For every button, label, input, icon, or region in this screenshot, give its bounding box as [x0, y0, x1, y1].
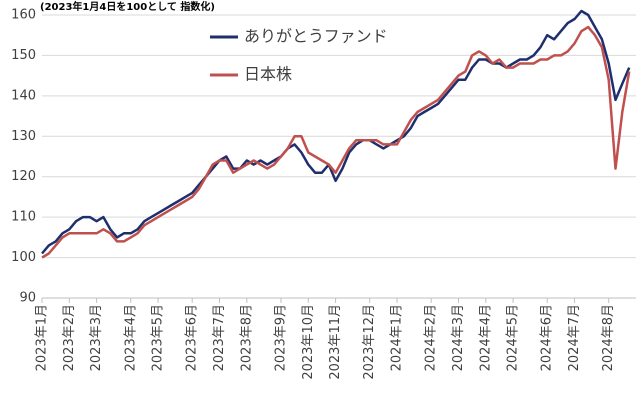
y-tick-label: 110	[11, 210, 36, 225]
x-tick-label: 2023年6月	[185, 304, 200, 371]
x-tick-label: 2024年8月	[601, 304, 616, 371]
x-tick-label: 2024年6月	[540, 304, 555, 371]
y-tick-label: 120	[11, 169, 36, 184]
x-tick-label: 2024年1月	[390, 304, 405, 371]
x-tick-label: 2023年7月	[212, 304, 227, 371]
x-tick-label: 2024年3月	[451, 304, 466, 371]
x-tick-label: 2023年5月	[151, 304, 166, 371]
y-tick-label: 150	[11, 48, 36, 63]
x-tick-label: 2023年10月	[301, 304, 316, 380]
series-line	[41, 9, 631, 255]
x-tick-label: 2024年4月	[478, 304, 493, 371]
x-tick-label: 2024年5月	[506, 304, 521, 371]
y-tick-label: 90	[19, 291, 36, 306]
x-tick-label: 2023年2月	[62, 304, 77, 371]
x-tick-label: 2023年3月	[89, 304, 104, 371]
x-tick-label: 2023年8月	[239, 304, 254, 371]
x-tick-label: 2023年1月	[35, 304, 50, 371]
x-tick-label: 2023年4月	[123, 304, 138, 371]
y-tick-label: 140	[11, 88, 36, 103]
x-tick-label: 2023年9月	[273, 304, 288, 371]
x-tick-label: 2023年11月	[328, 304, 343, 380]
series-line	[41, 25, 631, 259]
y-tick-label: 160	[11, 8, 36, 23]
chart-title: (2023年1月4日を100として 指数化)	[40, 0, 215, 13]
y-tick-label: 130	[11, 129, 36, 144]
x-tick-label: 2023年12月	[362, 304, 377, 380]
x-tick-label: 2024年2月	[424, 304, 439, 371]
y-tick-label: 100	[11, 250, 36, 265]
legend-label: 日本株	[244, 65, 292, 84]
x-tick-label: 2024年7月	[567, 304, 582, 371]
legend-label: ありがとうファンド	[244, 27, 388, 46]
